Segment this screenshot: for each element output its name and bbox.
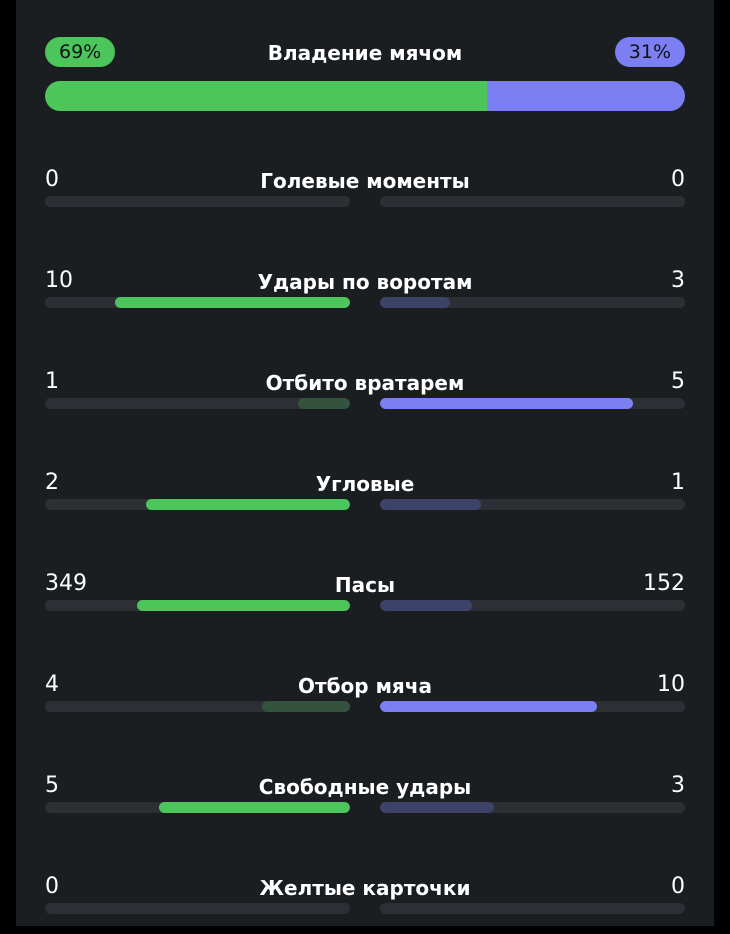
match-stats-panel: 69% Владение мячом 31% 0 Голевые моменты 0… <box>16 0 714 926</box>
away-stat-fill <box>380 701 597 712</box>
home-stat-value: 0 <box>45 167 59 192</box>
away-stat-value: 1 <box>671 470 685 495</box>
away-stat-fill <box>380 297 451 308</box>
away-stat-track <box>380 600 685 611</box>
possession-bar-home <box>45 81 487 111</box>
home-stat-track <box>45 196 350 207</box>
stat-title: Желтые карточки <box>259 876 471 900</box>
away-stat-value: 5 <box>671 369 685 394</box>
away-stat-value: 3 <box>671 773 685 798</box>
home-stat-value: 5 <box>45 773 59 798</box>
home-stat-fill <box>145 499 350 510</box>
stat-title: Пасы <box>334 573 396 597</box>
home-stat-track <box>45 903 350 914</box>
away-stat-fill <box>380 398 634 409</box>
stat-title: Свободные удары <box>258 775 472 799</box>
home-stat-value: 10 <box>45 268 73 293</box>
away-stat-fill <box>380 802 495 813</box>
away-stat-track <box>380 701 685 712</box>
stat-row: 10 Удары по воротам 3 <box>45 268 685 328</box>
home-stat-value: 4 <box>45 672 59 697</box>
home-stat-track <box>45 802 350 813</box>
away-stat-value: 3 <box>671 268 685 293</box>
away-stat-track <box>380 802 685 813</box>
stat-title: Удары по воротам <box>257 270 473 294</box>
away-stat-fill <box>380 600 472 611</box>
home-stat-track <box>45 701 350 712</box>
away-stat-value: 0 <box>671 167 685 192</box>
away-stat-track <box>380 903 685 914</box>
stat-title: Отбор мяча <box>298 674 432 698</box>
stat-row: 0 Желтые карточки 0 <box>45 874 685 934</box>
away-stat-track <box>380 398 685 409</box>
away-possession-badge: 31% <box>614 37 685 67</box>
home-stat-fill <box>159 802 350 813</box>
home-stat-fill <box>136 600 350 611</box>
stat-row: 1 Отбито вратарем 5 <box>45 369 685 429</box>
away-stat-value: 10 <box>657 672 685 697</box>
away-stat-value: 0 <box>671 874 685 899</box>
home-stat-track <box>45 297 350 308</box>
home-stat-fill <box>115 297 350 308</box>
away-stat-fill <box>380 499 481 510</box>
home-stat-fill <box>261 701 350 712</box>
home-stat-value: 1 <box>45 369 59 394</box>
stat-row: 349 Пасы 152 <box>45 571 685 631</box>
away-stat-track <box>380 499 685 510</box>
away-stat-value: 152 <box>643 571 685 596</box>
home-stat-fill <box>298 398 350 409</box>
home-stat-track <box>45 600 350 611</box>
home-stat-value: 349 <box>45 571 87 596</box>
stat-row: 5 Свободные удары 3 <box>45 773 685 833</box>
stat-row: 2 Угловые 1 <box>45 470 685 530</box>
home-stat-track <box>45 499 350 510</box>
stat-title: Отбито вратарем <box>265 371 465 395</box>
possession-bar <box>45 81 685 111</box>
home-stat-value: 0 <box>45 874 59 899</box>
stat-title: Угловые <box>315 472 415 496</box>
home-possession-badge: 69% <box>45 37 116 67</box>
stat-row: 4 Отбор мяча 10 <box>45 672 685 732</box>
possession-title: Владение мячом <box>267 41 463 65</box>
stat-title: Голевые моменты <box>260 169 470 193</box>
possession-bar-away <box>486 81 685 111</box>
possession-header: 69% Владение мячом 31% <box>45 37 685 67</box>
away-stat-track <box>380 297 685 308</box>
home-stat-track <box>45 398 350 409</box>
away-stat-track <box>380 196 685 207</box>
home-stat-value: 2 <box>45 470 59 495</box>
stat-row: 0 Голевые моменты 0 <box>45 167 685 227</box>
